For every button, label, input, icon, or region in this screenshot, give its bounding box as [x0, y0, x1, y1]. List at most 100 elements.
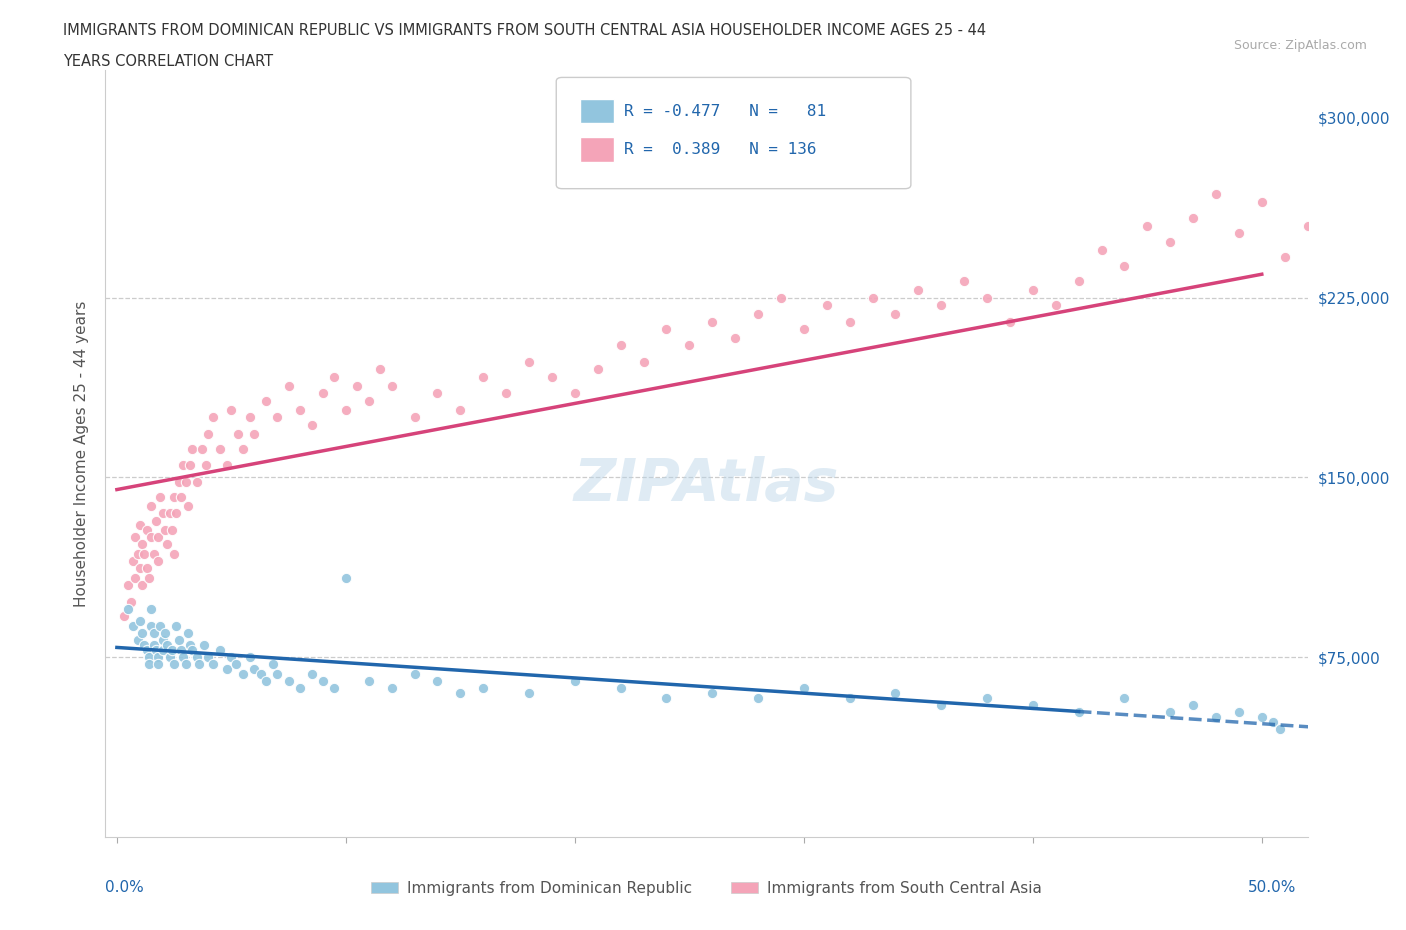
Point [793, 681, 815, 696]
Point [976, 290, 998, 305]
Point [1045, 298, 1067, 312]
Point [1136, 219, 1159, 233]
Point [127, 633, 149, 648]
Point [177, 498, 200, 513]
Point [1067, 273, 1090, 288]
Point [181, 441, 204, 456]
Point [128, 614, 150, 629]
Point [221, 650, 243, 665]
Point [167, 633, 190, 648]
Point [159, 650, 181, 665]
Point [702, 314, 724, 329]
Point [160, 643, 183, 658]
Point [153, 626, 176, 641]
Point [323, 369, 346, 384]
Point [288, 681, 311, 696]
Point [1343, 202, 1365, 217]
Point [165, 506, 187, 521]
Point [165, 618, 187, 633]
Point [232, 667, 254, 682]
Point [976, 690, 998, 705]
Point [215, 662, 238, 677]
Point [193, 638, 215, 653]
Point [564, 386, 586, 401]
Point [1227, 705, 1250, 720]
Point [998, 314, 1021, 329]
Point [357, 393, 380, 408]
Point [907, 283, 929, 298]
Point [586, 362, 609, 377]
Bar [581, 138, 614, 162]
Point [135, 643, 157, 658]
Point [250, 667, 273, 682]
Point [953, 273, 976, 288]
Point [702, 685, 724, 700]
Point [1205, 187, 1227, 202]
Point [312, 673, 335, 688]
Point [142, 638, 165, 653]
Point [163, 489, 186, 504]
Point [254, 393, 277, 408]
Point [609, 338, 631, 352]
Point [346, 379, 368, 393]
Point [655, 321, 678, 336]
Point [678, 338, 700, 352]
Point [134, 547, 156, 562]
Point [277, 379, 299, 393]
Point [186, 650, 208, 665]
Point [404, 410, 426, 425]
Point [141, 602, 163, 617]
Point [1319, 235, 1341, 250]
Point [929, 298, 952, 312]
Point [122, 618, 145, 633]
Point [128, 518, 150, 533]
Text: 50.0%: 50.0% [1247, 880, 1296, 896]
Point [266, 667, 288, 682]
Point [124, 571, 146, 586]
Point [170, 643, 193, 658]
Point [769, 290, 792, 305]
Point [609, 681, 631, 696]
Point [495, 386, 517, 401]
Point [884, 685, 907, 700]
Point [202, 657, 225, 671]
Point [190, 441, 212, 456]
Point [138, 650, 160, 665]
Point [862, 290, 884, 305]
Point [124, 530, 146, 545]
Point [152, 633, 174, 648]
Point [145, 513, 167, 528]
Point [142, 626, 165, 641]
Point [135, 561, 157, 576]
Point [449, 685, 471, 700]
Point [1022, 283, 1045, 298]
Point [266, 410, 288, 425]
Point [323, 681, 346, 696]
Point [404, 667, 426, 682]
Point [541, 369, 564, 384]
Point [195, 458, 218, 472]
Point [517, 685, 540, 700]
Point [208, 643, 231, 658]
Text: Source: ZipAtlas.com: Source: ZipAtlas.com [1233, 39, 1367, 52]
Point [127, 547, 149, 562]
Point [335, 571, 357, 586]
Point [1090, 242, 1112, 257]
Point [1227, 225, 1250, 240]
Point [884, 307, 907, 322]
Point [1365, 225, 1388, 240]
Point [145, 643, 167, 658]
Point [1388, 194, 1406, 209]
Point [1159, 705, 1181, 720]
Point [426, 673, 449, 688]
Point [197, 650, 219, 665]
Point [472, 369, 495, 384]
Point [747, 307, 769, 322]
Point [163, 657, 186, 671]
Point [239, 410, 262, 425]
Point [381, 379, 404, 393]
Point [243, 427, 266, 442]
Point [262, 657, 284, 671]
Point [426, 386, 449, 401]
Point [181, 643, 204, 658]
